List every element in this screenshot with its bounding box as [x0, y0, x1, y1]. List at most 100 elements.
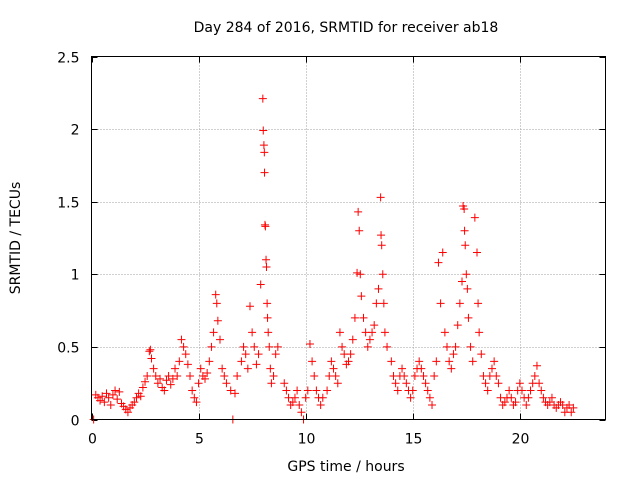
data-point — [428, 400, 437, 409]
data-point — [303, 386, 312, 395]
data-point — [524, 393, 533, 402]
data-point — [290, 393, 299, 402]
data-point — [463, 284, 472, 293]
data-point — [383, 342, 392, 351]
tick-layer — [91, 56, 606, 421]
data-point — [487, 364, 496, 373]
data-point — [295, 400, 304, 409]
data-point — [293, 386, 302, 395]
data-point — [419, 371, 428, 380]
data-point — [451, 342, 460, 351]
data-point — [438, 248, 447, 257]
data-point — [353, 268, 362, 277]
data-point — [415, 357, 424, 366]
data-point — [443, 342, 452, 351]
data-point — [207, 342, 216, 351]
data-point — [188, 386, 197, 395]
data-point — [282, 386, 291, 395]
data-point — [252, 360, 261, 369]
data-point — [108, 390, 117, 399]
data-point — [201, 374, 210, 383]
data-point — [265, 342, 274, 351]
data-point — [545, 398, 554, 407]
data-point — [378, 270, 387, 279]
data-point — [136, 392, 145, 401]
data-point — [262, 255, 271, 264]
data-point — [505, 386, 514, 395]
y-tick-label: 0.5 — [57, 341, 79, 357]
data-point — [312, 386, 321, 395]
data-point — [186, 371, 195, 380]
data-point — [177, 335, 186, 344]
data-point — [470, 213, 479, 222]
data-point — [379, 299, 388, 308]
data-point — [335, 328, 344, 337]
data-point — [377, 231, 386, 240]
data-point — [423, 386, 432, 395]
data-point — [123, 408, 132, 417]
data-point — [331, 371, 340, 380]
data-point — [266, 364, 275, 373]
data-point — [354, 207, 363, 216]
data-point — [98, 392, 107, 401]
data-point — [273, 342, 282, 351]
data-point — [547, 393, 556, 402]
data-point — [310, 371, 319, 380]
x-axis-label: GPS time / hours — [287, 459, 404, 475]
data-point — [243, 364, 252, 373]
x-tick-label: 10 — [298, 432, 316, 448]
chart-title: Day 284 of 2016, SRMTID for receiver ab1… — [194, 20, 499, 36]
data-point — [100, 398, 109, 407]
data-point — [297, 408, 306, 417]
data-point — [316, 400, 325, 409]
data-point — [338, 342, 347, 351]
data-point — [113, 395, 122, 404]
data-point — [146, 345, 155, 354]
data-point — [222, 379, 231, 388]
data-point — [406, 393, 415, 402]
data-point — [256, 280, 265, 289]
data-point — [455, 299, 464, 308]
data-point — [464, 313, 473, 322]
data-point — [115, 387, 124, 396]
data-point — [145, 347, 154, 356]
y-tick-label: 2.5 — [57, 51, 79, 67]
data-point — [410, 371, 419, 380]
data-point — [567, 408, 576, 417]
data-point — [308, 357, 317, 366]
data-point — [515, 379, 524, 388]
data-point — [168, 374, 177, 383]
data-point — [263, 299, 272, 308]
data-point — [417, 364, 426, 373]
data-point — [233, 371, 242, 380]
data-point — [261, 222, 270, 231]
data-point — [526, 386, 535, 395]
data-point — [387, 357, 396, 366]
data-point — [460, 226, 469, 235]
data-point — [241, 350, 250, 359]
data-point — [430, 371, 439, 380]
data-point — [327, 357, 336, 366]
data-point — [245, 302, 254, 311]
data-point — [212, 299, 221, 308]
data-point — [348, 335, 357, 344]
data-point — [535, 379, 544, 388]
data-point — [162, 376, 171, 385]
data-point — [458, 277, 467, 286]
data-point — [408, 386, 417, 395]
data-point — [391, 379, 400, 388]
tick-labels: 0 5 10 15 20 0 0.5 1 1.5 2 2.5 — [57, 51, 529, 448]
data-point — [425, 393, 434, 402]
data-point — [104, 393, 113, 402]
data-point — [350, 313, 359, 322]
data-point — [500, 398, 509, 407]
data-point — [271, 350, 280, 359]
data-point — [259, 141, 268, 150]
y-tick-label: 1.5 — [57, 196, 79, 212]
data-point — [239, 342, 248, 351]
data-point — [466, 342, 475, 351]
data-point — [492, 371, 501, 380]
data-point — [173, 371, 182, 380]
data-point — [323, 386, 332, 395]
data-point — [344, 357, 353, 366]
